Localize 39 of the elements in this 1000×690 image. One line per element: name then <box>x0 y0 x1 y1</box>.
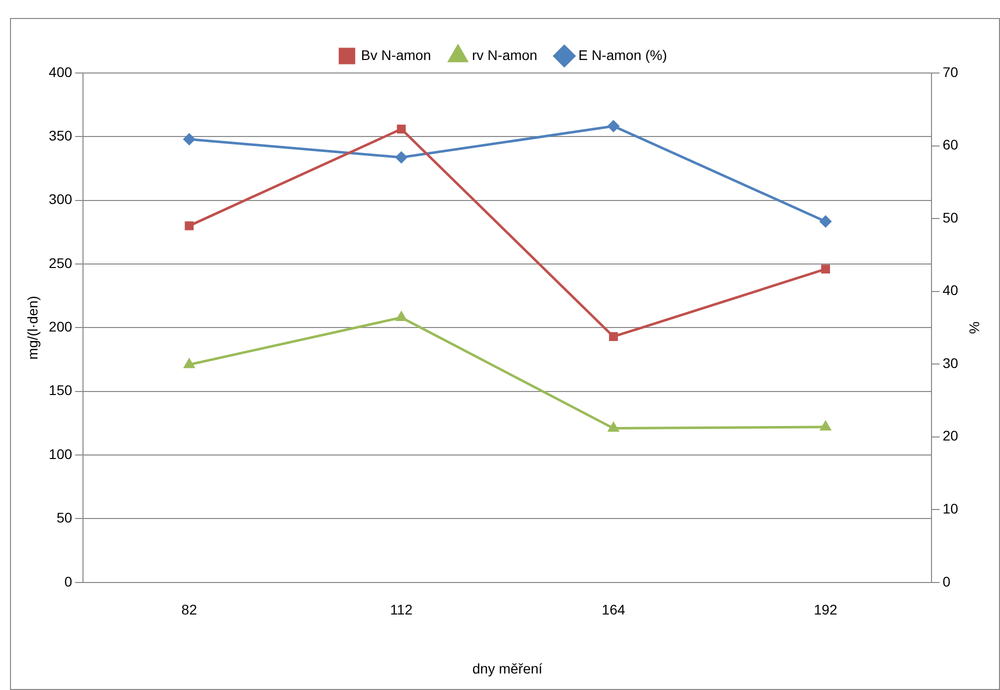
x-tick-label: 112 <box>390 602 413 618</box>
y-axis-title: mg/(l·den) <box>24 296 40 360</box>
legend-label: rv N-amon <box>472 46 538 63</box>
point <box>609 332 618 342</box>
x-tick-label: 164 <box>602 602 626 618</box>
point <box>820 216 832 228</box>
y-tick-label: 100 <box>48 446 72 462</box>
y-tick-label: 50 <box>56 510 72 526</box>
x-axis-title: dny měření <box>472 660 543 676</box>
legend-label: E N-amon (%) <box>578 46 668 63</box>
y2-tick-label: 60 <box>942 136 958 153</box>
y-tick-label: 400 <box>48 64 72 80</box>
point <box>608 422 619 432</box>
point <box>184 221 194 230</box>
point <box>183 133 195 145</box>
y-tick-label: 300 <box>48 191 72 208</box>
point <box>821 264 830 274</box>
y2-tick-label: 50 <box>942 209 958 226</box>
y2-tick-label: 70 <box>942 64 958 80</box>
x-tick-label: 82 <box>181 602 198 618</box>
legend-label: Bv N-amon <box>360 46 432 63</box>
y2-tick-label: 20 <box>942 428 958 444</box>
y2-tick-label: 40 <box>942 282 958 298</box>
point <box>820 421 831 431</box>
point <box>184 358 194 368</box>
y2-tick-label: 30 <box>942 354 958 371</box>
y2-axis-title: % <box>966 321 983 334</box>
y-tick-label: 150 <box>48 382 72 398</box>
point <box>396 152 408 164</box>
y-tick-label: 350 <box>48 128 72 144</box>
point <box>608 120 620 132</box>
x-tick-label: 192 <box>814 602 838 618</box>
y2-tick-label: 0 <box>942 573 951 590</box>
y2-tick-label: 10 <box>942 500 958 516</box>
point <box>396 124 406 134</box>
y-tick-label: 250 <box>48 254 72 271</box>
point <box>396 312 406 322</box>
y-tick-label: 200 <box>48 318 72 335</box>
y-tick-label: 0 <box>64 573 72 590</box>
